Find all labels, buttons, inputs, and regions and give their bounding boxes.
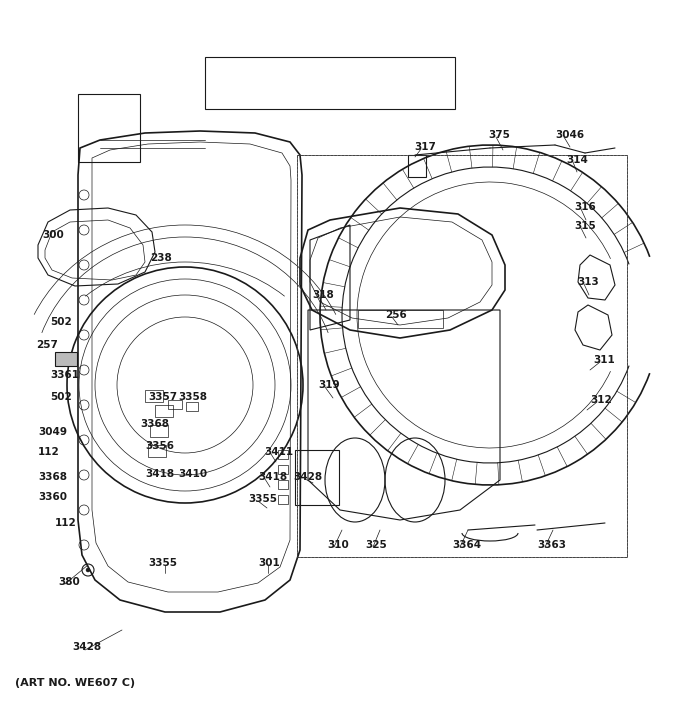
Text: 325: 325 bbox=[365, 540, 387, 550]
Bar bbox=[278, 465, 288, 474]
Text: 3046: 3046 bbox=[555, 130, 584, 140]
Text: 316: 316 bbox=[574, 202, 596, 212]
Text: 318: 318 bbox=[312, 290, 334, 300]
Text: 112: 112 bbox=[55, 518, 77, 528]
Text: 3428: 3428 bbox=[72, 642, 101, 652]
Text: 3410: 3410 bbox=[178, 469, 207, 479]
Bar bbox=[278, 450, 288, 459]
Text: 3368: 3368 bbox=[38, 472, 67, 482]
Text: 3418: 3418 bbox=[145, 469, 174, 479]
Bar bbox=[205, 57, 455, 109]
Text: 317: 317 bbox=[414, 142, 436, 152]
Bar bbox=[186, 402, 198, 411]
Bar bbox=[145, 390, 163, 402]
Bar bbox=[295, 450, 339, 505]
Text: 3049: 3049 bbox=[38, 427, 67, 437]
Text: 315: 315 bbox=[574, 221, 596, 231]
Text: 3360: 3360 bbox=[38, 492, 67, 502]
Text: 314: 314 bbox=[566, 155, 588, 165]
Bar bbox=[168, 400, 182, 409]
Bar bbox=[278, 495, 288, 504]
Text: 502: 502 bbox=[50, 392, 72, 402]
Bar bbox=[150, 425, 168, 437]
Bar bbox=[155, 405, 173, 417]
Bar bbox=[55, 352, 77, 366]
Bar bbox=[78, 94, 140, 162]
Text: 3363: 3363 bbox=[537, 540, 566, 550]
Bar bbox=[297, 155, 627, 557]
Text: 257: 257 bbox=[36, 340, 58, 350]
Text: 301: 301 bbox=[258, 558, 279, 568]
Text: 3355: 3355 bbox=[248, 494, 277, 504]
Text: 3358: 3358 bbox=[178, 392, 207, 402]
Text: 313: 313 bbox=[577, 277, 599, 287]
Text: 238: 238 bbox=[150, 253, 172, 263]
Text: 3355: 3355 bbox=[148, 558, 177, 568]
Text: (ART NO. WE607 C): (ART NO. WE607 C) bbox=[15, 678, 135, 688]
Text: 3356: 3356 bbox=[145, 441, 174, 451]
Text: 3411: 3411 bbox=[264, 447, 293, 457]
Text: 3361: 3361 bbox=[50, 370, 79, 380]
Text: 3364: 3364 bbox=[452, 540, 481, 550]
Text: 256: 256 bbox=[385, 310, 407, 320]
Bar bbox=[297, 155, 627, 557]
Text: 375: 375 bbox=[488, 130, 510, 140]
Bar bbox=[278, 480, 288, 489]
Ellipse shape bbox=[86, 568, 90, 572]
Text: 311: 311 bbox=[593, 355, 615, 365]
Text: 3357: 3357 bbox=[148, 392, 177, 402]
Text: 380: 380 bbox=[58, 577, 80, 587]
Text: 3368: 3368 bbox=[140, 419, 169, 429]
Text: 312: 312 bbox=[590, 395, 612, 405]
Bar bbox=[148, 445, 166, 457]
Bar bbox=[358, 310, 443, 328]
Text: 300: 300 bbox=[42, 230, 64, 240]
Text: 3428: 3428 bbox=[293, 472, 322, 482]
Text: 112: 112 bbox=[38, 447, 60, 457]
Text: 3418: 3418 bbox=[258, 472, 287, 482]
Bar bbox=[408, 155, 426, 177]
Text: 502: 502 bbox=[50, 317, 72, 327]
Text: 319: 319 bbox=[318, 380, 339, 390]
Text: 310: 310 bbox=[327, 540, 349, 550]
